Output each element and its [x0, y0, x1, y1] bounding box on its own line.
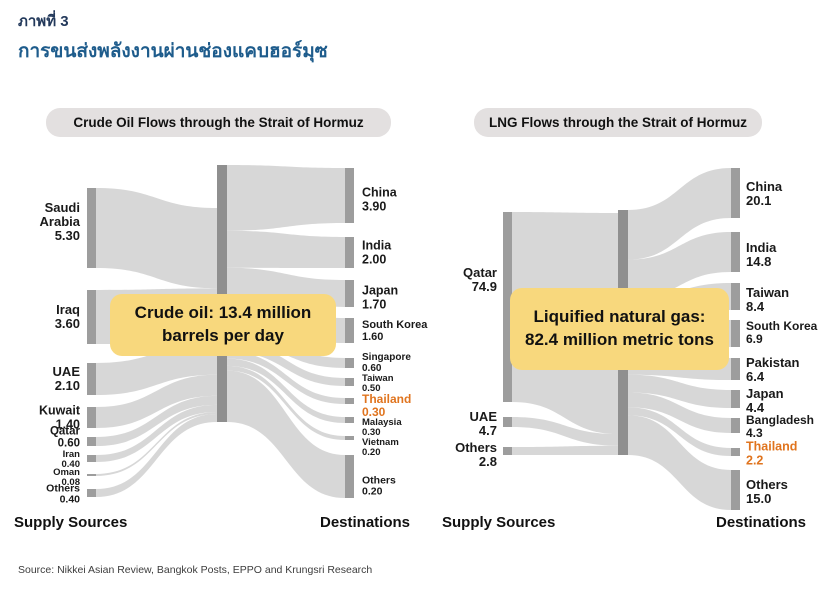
node-crude-oil-src-others: [87, 489, 96, 497]
axis-label-crude-destinations: Destinations: [319, 514, 410, 531]
node-lng-dst-china: [731, 168, 740, 218]
node-lng-dst-taiwan: [731, 283, 740, 310]
flow-crude-oil-src-kuwait: [96, 374, 217, 428]
flow-lng-dst-bangladesh: [628, 392, 731, 433]
node-lng-src-others: [503, 447, 512, 455]
chart-title-crude-oil: Crude Oil Flows through the Strait of Ho…: [46, 108, 391, 137]
node-lng-dst-japan: [731, 390, 740, 408]
flow-crude-oil-dst-india: [227, 230, 345, 268]
node-lng-dst-bangladesh: [731, 418, 740, 433]
flow-crude-oil-dst-vietnam: [227, 365, 345, 440]
callout-lng-total: Liquified natural gas: 82.4 million metr…: [510, 288, 729, 370]
node-crude-oil-dst-singapore: [345, 358, 354, 368]
node-lng-dst-south-korea: [731, 320, 740, 347]
flow-lng-dst-japan: [628, 374, 731, 408]
axis-label-crude-supply: Supply Sources: [14, 514, 128, 531]
figure-number: ภาพที่ 3: [18, 13, 69, 30]
flow-crude-oil-src-qatar: [96, 395, 217, 446]
node-lng-dst-pakistan: [731, 358, 740, 380]
node-crude-oil-src-iran: [87, 455, 96, 462]
chart-title-lng: LNG Flows through the Strait of Hormuz: [474, 108, 762, 137]
flow-lng-src-uae: [512, 417, 618, 446]
flow-crude-oil-src-oman: [96, 411, 217, 476]
node-crude-oil-dst-china: [345, 168, 354, 223]
node-crude-oil-dst-india: [345, 237, 354, 268]
node-lng-dst-india: [731, 232, 740, 272]
node-lng-dst-thailand: [731, 448, 740, 456]
axis-label-lng-supply: Supply Sources: [442, 514, 556, 531]
callout-crude-oil-total: Crude oil: 13.4 million barrels per day: [110, 294, 336, 356]
flow-crude-oil-src-others: [96, 413, 217, 497]
node-crude-oil-src-uae: [87, 363, 96, 395]
flow-lng-dst-others: [628, 415, 731, 510]
node-crude-oil-src-oman: [87, 474, 96, 476]
flow-lng-dst-china: [628, 168, 731, 260]
node-crude-oil-dst-malaysia: [345, 417, 354, 423]
node-crude-oil-dst-south-korea: [345, 318, 354, 343]
node-crude-oil-src-iraq: [87, 290, 96, 344]
node-crude-oil-src-kuwait: [87, 407, 96, 428]
flow-crude-oil-dst-china: [227, 165, 345, 231]
source-attribution: Source: Nikkei Asian Review, Bangkok Pos…: [18, 564, 373, 576]
axis-label-lng-destinations: Destinations: [715, 514, 806, 531]
flow-lng-dst-thailand: [628, 407, 731, 456]
flow-crude-oil-dst-malaysia: [227, 358, 345, 423]
flow-crude-oil-src-iran: [96, 404, 217, 462]
strait-of-hormuz-bar-crude-oil: [217, 165, 227, 422]
node-lng-src-uae: [503, 417, 512, 427]
node-crude-oil-src-saudi-arabia: [87, 188, 96, 268]
flow-crude-oil-dst-others: [227, 370, 345, 498]
node-crude-oil-dst-thailand: [345, 398, 354, 404]
node-lng-dst-others: [731, 470, 740, 510]
node-crude-oil-dst-others: [345, 455, 354, 498]
flow-lng-dst-india: [628, 232, 731, 300]
figure-title: การขนส่งพลังงานผ่านช่องแคบฮอร์มุซ: [18, 41, 328, 62]
flow-crude-oil-dst-thailand: [227, 351, 345, 404]
node-lng-src-qatar: [503, 212, 512, 402]
node-crude-oil-dst-japan: [345, 280, 354, 307]
node-crude-oil-dst-taiwan: [345, 378, 354, 386]
flow-lng-src-others: [512, 445, 618, 455]
node-crude-oil-dst-vietnam: [345, 436, 354, 440]
flow-crude-oil-src-saudi-arabia: [96, 188, 217, 289]
node-crude-oil-src-qatar: [87, 437, 96, 446]
